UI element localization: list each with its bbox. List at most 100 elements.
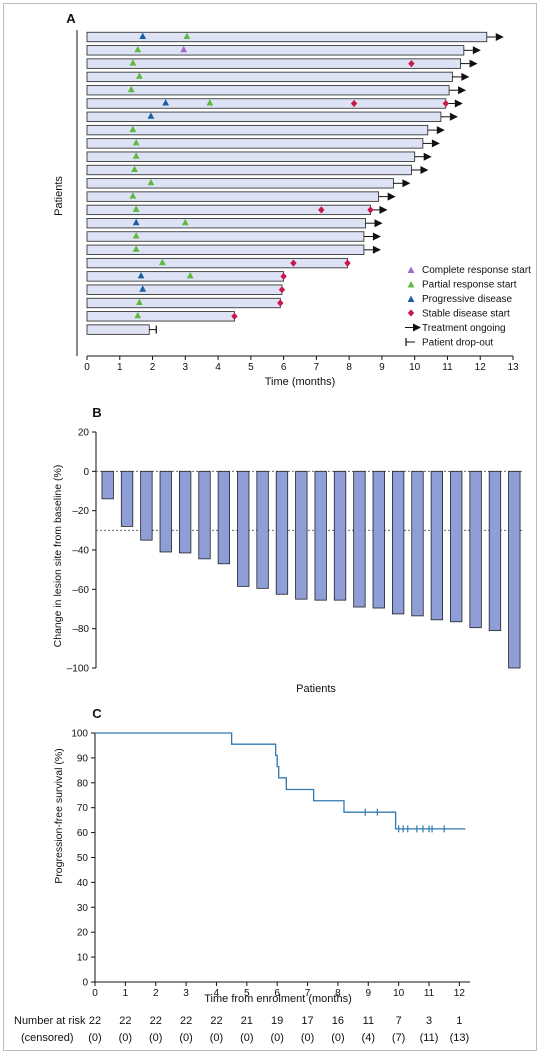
- panel-b-y-tick-label: 0: [83, 467, 89, 478]
- risk-table-at-risk: 11: [363, 1015, 374, 1027]
- lesion-change-bar: [237, 470, 250, 587]
- panel-b-y-tick-label: –80: [72, 624, 89, 635]
- risk-table-at-risk: 22: [119, 1015, 131, 1027]
- legend-pr-label: Partial response start: [422, 280, 517, 291]
- panel-b-y-tick-label: –20: [72, 506, 89, 517]
- progressive-disease-marker: [137, 272, 145, 279]
- lesion-change-bar: [488, 470, 502, 632]
- partial-response-marker: [134, 311, 142, 319]
- risk-table-censored: (4): [362, 1032, 375, 1044]
- ongoing-arrow-head: [372, 232, 381, 241]
- legend-cr-icon: [407, 266, 415, 273]
- patient-bar: [86, 31, 488, 43]
- ongoing-arrow-head: [374, 219, 383, 228]
- lesion-change-bar: [353, 470, 366, 608]
- lesion-change-bar: [217, 470, 231, 565]
- risk-table-at-risk: 22: [150, 1015, 162, 1027]
- risk-table-censored: (0): [179, 1032, 192, 1044]
- stable-disease-marker: [278, 286, 286, 294]
- risk-table-censored: (11): [420, 1032, 439, 1044]
- risk-table-at-risk: 22: [180, 1015, 192, 1027]
- panel-c-y-tick-label: 30: [77, 903, 89, 914]
- partial-response-marker: [206, 99, 214, 106]
- risk-table-at-risk: 17: [301, 1015, 313, 1027]
- pfs-curve: [95, 732, 466, 830]
- panel-a-x-tick-label: 2: [150, 362, 156, 373]
- patient-bar: [86, 85, 450, 96]
- panel-b-y-tick-label: –60: [72, 585, 89, 596]
- complete-response-marker: [180, 45, 188, 53]
- panel-c-x-tick-label: 12: [454, 988, 466, 999]
- stable-disease-marker: [350, 99, 358, 108]
- panel-label-b: B: [92, 405, 101, 420]
- patient-bar: [86, 257, 348, 269]
- patient-bar: [86, 98, 447, 109]
- risk-table-censored: (0): [301, 1032, 314, 1044]
- risk-table-at-risk: 16: [332, 1015, 344, 1027]
- panel-a-x-tick-label: 3: [183, 362, 189, 373]
- partial-response-marker: [131, 165, 138, 172]
- partial-response-marker: [132, 245, 140, 252]
- lesion-change-bar: [333, 470, 347, 601]
- patient-bar: [86, 244, 365, 255]
- risk-table-censored: (0): [119, 1032, 132, 1044]
- stable-disease-marker: [280, 272, 287, 280]
- progressive-disease-marker: [139, 32, 147, 39]
- ongoing-arrow-head: [372, 245, 381, 254]
- ongoing-arrow-head: [461, 72, 470, 81]
- progressive-disease-marker: [132, 218, 140, 226]
- lesion-change-bar: [178, 470, 192, 554]
- patient-bar: [86, 58, 461, 69]
- lesion-change-bar: [159, 470, 172, 553]
- stable-disease-marker: [367, 206, 374, 214]
- panel-b-y-tick-label: –100: [67, 664, 90, 675]
- ongoing-arrow-head: [436, 126, 445, 135]
- ongoing-arrow-head: [379, 205, 388, 214]
- risk-table-censored: (0): [270, 1032, 283, 1044]
- risk-table-at-risk: 7: [396, 1015, 402, 1027]
- stable-disease-marker: [408, 60, 415, 68]
- partial-response-marker: [183, 32, 191, 39]
- risk-table-label-top: Number at risk: [14, 1015, 86, 1027]
- panel-c-y-tick-label: 100: [71, 729, 88, 740]
- panel-c-x-tick-label: 8: [335, 988, 341, 999]
- panel-c-x-tick-label: 5: [244, 988, 250, 999]
- ongoing-arrow-head: [472, 46, 481, 55]
- ongoing-arrow-head: [495, 33, 504, 41]
- panel-a-x-tick-label: 12: [475, 362, 487, 373]
- legend-pd-label: Progressive disease: [422, 294, 512, 305]
- ongoing-arrow-head: [387, 192, 396, 201]
- lesion-change-bar: [275, 470, 289, 595]
- ongoing-arrow-head: [420, 166, 429, 174]
- legend-ongoing-label: Treatment ongoing: [422, 323, 506, 334]
- panel-c-y-tick-label: 20: [77, 928, 89, 939]
- stable-disease-marker: [290, 259, 297, 267]
- partial-response-marker: [132, 205, 140, 212]
- panel-c-x-tick-label: 3: [183, 988, 189, 999]
- patient-bar: [86, 297, 281, 309]
- panel-b-y-tick-label: 20: [78, 428, 90, 439]
- panel-a-x-tick-label: 4: [215, 362, 221, 373]
- patient-bar: [86, 311, 235, 322]
- ongoing-arrow-head: [423, 152, 432, 161]
- panel-a-x-tick-label: 5: [248, 362, 254, 373]
- lesion-change-bar: [256, 470, 269, 589]
- patient-bar: [86, 218, 366, 229]
- partial-response-marker: [129, 192, 137, 199]
- panel-c-x-tick-label: 6: [274, 988, 280, 999]
- partial-response-marker: [132, 232, 140, 239]
- panel-c-x-tick-label: 11: [424, 988, 435, 999]
- risk-table-censored: (0): [88, 1032, 101, 1044]
- panel-c-y-tick-label: 0: [82, 978, 88, 989]
- stable-disease-marker: [318, 206, 325, 214]
- risk-table-at-risk: 21: [241, 1015, 253, 1027]
- lesion-change-bar: [469, 470, 482, 629]
- risk-table-at-risk: 3: [426, 1015, 432, 1027]
- patient-bar: [86, 45, 465, 56]
- panel-c-x-tick-label: 9: [365, 988, 371, 999]
- legend-pr-icon: [407, 281, 415, 288]
- progressive-disease-marker: [139, 285, 147, 292]
- risk-table-censored: (0): [210, 1032, 223, 1044]
- panel-label-c: C: [92, 706, 102, 721]
